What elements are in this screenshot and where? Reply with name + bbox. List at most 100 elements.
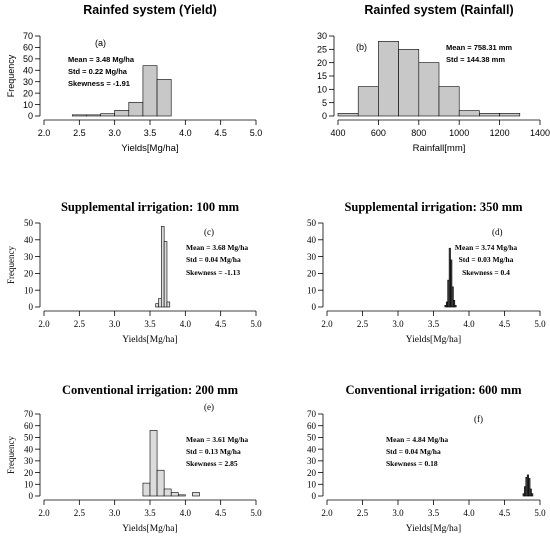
y-axis-label: Frequency (6, 54, 16, 97)
chart-title: Rainfed system (Rainfall) (364, 3, 513, 17)
histogram-bar (529, 488, 532, 497)
y-tick-label: 0 (29, 491, 34, 501)
panel-label: (e) (204, 402, 214, 412)
histogram-bar (177, 494, 186, 497)
y-tick-label: 20 (307, 269, 317, 279)
histogram-bar (142, 482, 151, 497)
x-axis-label: Yields[Mg/ha] (406, 335, 461, 345)
y-tick-label: 60 (23, 43, 33, 53)
histogram-bar (128, 101, 144, 117)
y-tick-label: 30 (24, 252, 34, 262)
x-tick-label: 3.0 (108, 128, 121, 138)
histogram-bar (531, 493, 534, 497)
histogram-bar (142, 65, 158, 117)
histogram-bar (458, 110, 480, 117)
histogram-bar (156, 469, 165, 497)
histogram-bar (453, 299, 456, 308)
y-tick-label: 0 (312, 302, 317, 312)
y-tick-label: 10 (307, 285, 317, 295)
chart-panel-2: Rainfed system (Rainfall) 0 5 10 15 20 25 30 400… (317, 3, 550, 154)
panel-label: (a) (95, 38, 106, 48)
x-tick-label: 2.0 (321, 319, 333, 329)
y-tick-label: 70 (23, 31, 33, 41)
x-axis-label: Yields[Mg/ha] (122, 335, 177, 345)
y-tick-label: 70 (307, 409, 317, 419)
panel-label: (c) (204, 227, 214, 237)
histogram-bar (454, 305, 457, 308)
x-tick-label: 4.0 (463, 508, 475, 518)
x-tick-label: 3.5 (144, 508, 156, 518)
y-tick-label: 20 (24, 269, 34, 279)
x-tick-label: 5.0 (250, 319, 262, 329)
histogram-bar (86, 114, 101, 117)
y-axis-label: Frequency (6, 246, 16, 284)
stat-annotation: Std = 0.13 Mg/ha (186, 447, 241, 456)
x-tick-label: 4.5 (499, 319, 511, 329)
histogram-bar (170, 492, 179, 497)
y-tick-label: 20 (24, 468, 34, 478)
stat-annotation: Std = 0.03 Mg/ha (459, 255, 514, 264)
x-tick-label: 4.0 (463, 319, 475, 329)
x-tick-label: 5.0 (250, 508, 262, 518)
x-tick-label: 4.0 (180, 319, 192, 329)
y-tick-label: 30 (23, 77, 33, 87)
y-tick-label: 0 (29, 302, 34, 312)
y-tick-label: 15 (317, 71, 327, 81)
y-tick-label: 0 (312, 491, 317, 501)
y-tick-label: 10 (24, 479, 34, 489)
x-tick-label: 5.0 (534, 319, 546, 329)
histogram-bar (398, 49, 420, 117)
chart-title: Conventional irrigation: 600 mm (345, 383, 522, 397)
histogram-bar (158, 298, 162, 308)
y-tick-label: 40 (307, 444, 317, 454)
y-tick-label: 10 (317, 85, 327, 95)
y-axis-label: Frequency (6, 436, 16, 474)
chart-title: Rainfed system (Yield) (83, 3, 217, 17)
histogram-bar (450, 259, 453, 308)
histogram-bar (451, 286, 454, 308)
stat-annotation: Mean = 3.68 Mg/ha (186, 243, 248, 252)
stat-annotation: Skewness = -1.91 (68, 79, 130, 88)
histogram-bar (499, 113, 521, 117)
stat-annotation: Mean = 4.84 Mg/ha (386, 435, 448, 444)
y-tick-label: 20 (23, 88, 33, 98)
x-tick-label: 600 (371, 128, 386, 138)
x-tick-label: 2.0 (38, 319, 50, 329)
histogram-bar (166, 301, 171, 308)
x-tick-label: 4.0 (180, 508, 192, 518)
y-tick-label: 50 (24, 433, 34, 443)
x-tick-label: 3.5 (428, 319, 440, 329)
x-tick-label: 3.5 (428, 508, 440, 518)
stat-annotation: Std = 0.22 Mg/ha (68, 67, 128, 76)
x-tick-label: 400 (330, 128, 345, 138)
stat-annotation: Std = 0.04 Mg/ha (186, 255, 241, 264)
y-tick-label: 0 (28, 111, 33, 121)
stat-annotation: Std = 144.38 mm (446, 55, 505, 64)
histogram-bar (378, 41, 399, 117)
y-tick-label: 20 (317, 58, 327, 68)
x-tick-label: 4.5 (215, 508, 227, 518)
stat-annotation: Skewness = 0.4 (462, 268, 510, 277)
x-tick-label: 2.0 (38, 508, 50, 518)
histogram-bar (192, 492, 200, 497)
histogram-bar (155, 303, 159, 308)
x-tick-label: 3.0 (109, 319, 121, 329)
x-tick-label: 1000 (449, 128, 469, 138)
x-tick-label: 4.0 (179, 128, 192, 138)
x-axis-label: Rainfall[mm] (413, 143, 466, 154)
y-tick-label: 40 (23, 65, 33, 75)
chart-title: Conventional irrigation: 200 mm (62, 383, 239, 397)
y-tick-label: 40 (24, 444, 34, 454)
x-axis-label: Yields[Mg/ha] (122, 524, 177, 534)
y-tick-label: 50 (23, 54, 33, 64)
histogram-bar (156, 79, 172, 117)
chart-title: Supplemental irrigation: 100 mm (61, 200, 240, 214)
x-tick-label: 3.0 (109, 508, 121, 518)
histogram-bar (149, 430, 158, 497)
stat-annotation: Mean = 3.61 Mg/ha (186, 435, 248, 444)
y-tick-label: 50 (307, 433, 317, 443)
y-tick-label: 30 (24, 456, 34, 466)
